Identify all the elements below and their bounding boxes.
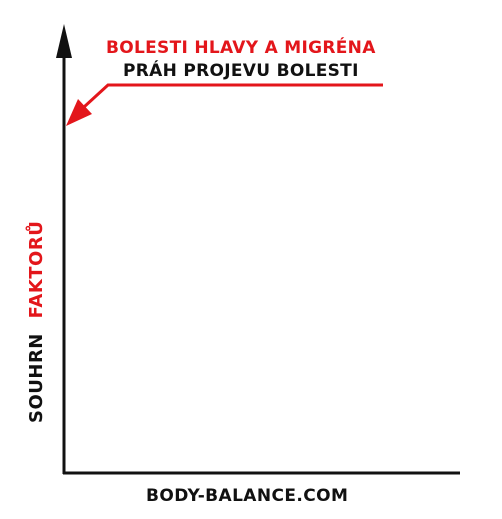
footer-website: BODY-BALANCE.COM [146, 486, 348, 506]
threshold-pointer-line [82, 83, 383, 109]
y-axis-arrowhead-icon [56, 24, 72, 58]
y-axis-label-part1: SOUHRN [26, 333, 47, 423]
title-main: BOLESTI HLAVY A MIGRÉNA [106, 36, 376, 58]
threshold-pointer-arrow-icon [66, 99, 92, 126]
y-axis-label: SOUHRN FAKTORŮ [24, 221, 47, 423]
title-sub: PRÁH PROJEVU BOLESTI [123, 59, 359, 81]
y-axis-label-part2: FAKTORŮ [24, 221, 47, 319]
